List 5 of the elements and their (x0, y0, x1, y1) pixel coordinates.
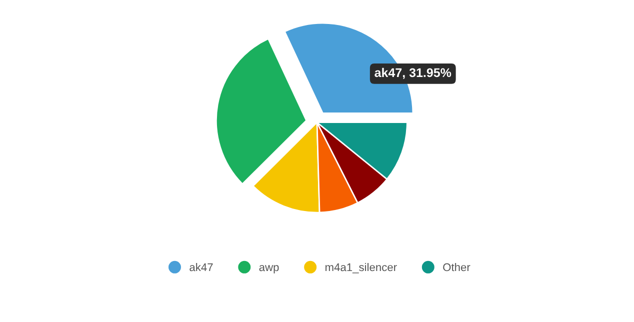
legend-label: awp (259, 265, 279, 274)
text: ak47, 31.95% (374, 68, 452, 79)
legend-label: Other (443, 263, 470, 272)
legend-label: ak47 (190, 263, 213, 272)
legend-label: m4a1_silencer (326, 263, 397, 274)
